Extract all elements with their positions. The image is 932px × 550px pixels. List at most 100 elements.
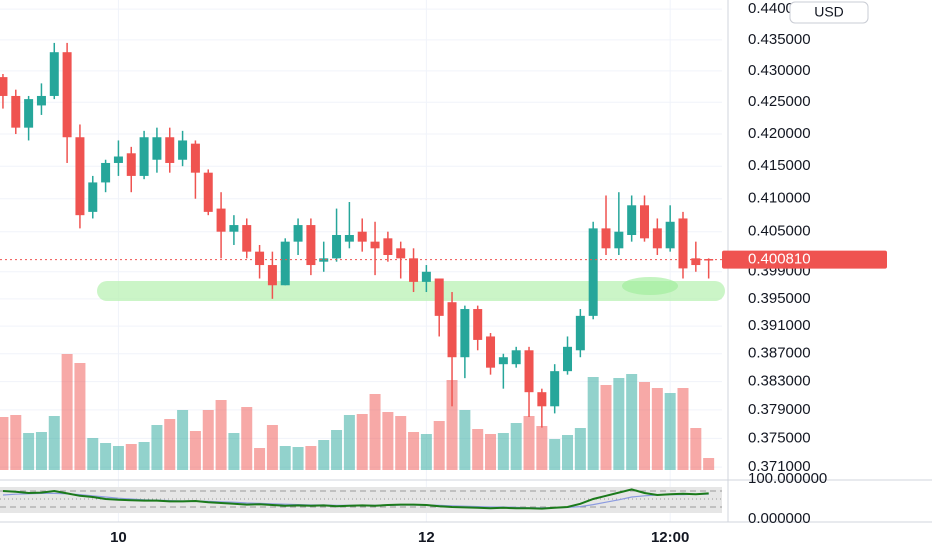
candle-body xyxy=(344,235,354,242)
y-tick-label: 0.415000 xyxy=(748,157,811,174)
y-tick-label: 0.420000 xyxy=(748,125,811,142)
currency-label[interactable]: USD xyxy=(814,4,844,20)
candle-body xyxy=(665,221,675,249)
volume-bar xyxy=(202,410,214,470)
last-price-box xyxy=(722,250,887,269)
candle-body xyxy=(652,228,662,249)
volume-bar xyxy=(189,431,201,470)
volume-bar xyxy=(266,425,278,470)
candle-body xyxy=(691,258,701,266)
x-tick-label: 12 xyxy=(418,529,435,546)
currency-button[interactable]: USD xyxy=(789,1,869,24)
volume-bar xyxy=(215,400,227,470)
candle-body xyxy=(550,371,560,407)
volume-bar xyxy=(87,438,99,470)
candle-body xyxy=(588,228,598,316)
candle-body xyxy=(537,392,547,407)
volume-bar xyxy=(536,426,548,470)
indicator-tick-label: 0.000000 xyxy=(748,510,811,527)
candle-body xyxy=(563,346,573,372)
volume-bar xyxy=(279,446,291,470)
candle-body xyxy=(383,238,393,255)
candle-body xyxy=(101,162,111,183)
volume-bar xyxy=(318,440,330,470)
candle-body xyxy=(24,99,34,128)
indicator-pane xyxy=(0,487,722,513)
volume-layer xyxy=(0,354,715,470)
volume-bar xyxy=(420,434,432,470)
volume-bar xyxy=(100,443,112,470)
candle-body xyxy=(306,225,316,266)
candle-body xyxy=(357,231,367,242)
volume-bar xyxy=(472,429,484,470)
candle-body xyxy=(473,309,483,340)
volume-bar xyxy=(23,433,35,470)
volume-bar xyxy=(382,412,394,470)
highlight-spot xyxy=(622,277,678,295)
volume-bar xyxy=(549,439,561,470)
volume-bar xyxy=(331,430,343,470)
volume-bar xyxy=(523,416,535,470)
volume-bar xyxy=(241,407,253,470)
volume-bar xyxy=(408,432,420,470)
volume-bar xyxy=(138,442,150,470)
candle-body xyxy=(293,225,303,242)
y-tick-label: 0.430000 xyxy=(748,62,811,79)
volume-bar xyxy=(343,415,355,470)
candle-body xyxy=(0,77,8,96)
y-tick-label: 0.375000 xyxy=(748,429,811,446)
candle-body xyxy=(255,251,265,266)
candle-body xyxy=(511,350,521,365)
volume-bar xyxy=(112,446,124,470)
candle-body xyxy=(601,228,611,249)
y-tick-label: 0.371000 xyxy=(748,458,811,475)
y-tick-label: 0.383000 xyxy=(748,373,811,390)
candle-body xyxy=(627,205,637,236)
y-tick-label: 0.425000 xyxy=(748,93,811,110)
candle-body xyxy=(486,336,496,368)
volume-bar xyxy=(10,415,22,470)
volume-bar xyxy=(485,434,497,470)
candle-body xyxy=(524,350,534,393)
currency-button-box[interactable] xyxy=(789,1,869,24)
y-tick-label: 0.391000 xyxy=(748,317,811,334)
volume-bar xyxy=(125,444,137,470)
volume-bar xyxy=(254,448,266,470)
volume-bar xyxy=(459,410,471,470)
volume-bar xyxy=(61,354,73,470)
volume-bar xyxy=(164,419,176,470)
candle-body xyxy=(203,172,213,212)
volume-bar xyxy=(664,393,676,470)
candle-body xyxy=(409,258,419,282)
candle-body xyxy=(332,235,342,259)
candle-body xyxy=(447,302,457,358)
candle-body xyxy=(229,225,239,232)
x-tick-label: 12:00 xyxy=(651,529,689,546)
candle-body xyxy=(280,241,290,286)
candle-body xyxy=(319,258,329,262)
last-price-label: 0.400810 xyxy=(748,251,811,268)
volume-bar xyxy=(292,447,304,470)
candle-body xyxy=(614,231,624,249)
volume-bar xyxy=(433,421,445,470)
candle-body xyxy=(178,140,188,160)
volume-bar xyxy=(395,416,407,470)
y-tick-label: 0.395000 xyxy=(748,290,811,307)
candle-body xyxy=(704,259,714,261)
volume-bar xyxy=(677,388,689,470)
candle-body xyxy=(75,137,85,216)
y-tick-label: 0.379000 xyxy=(748,401,811,418)
volume-bar xyxy=(600,385,612,470)
candle-body xyxy=(62,52,72,138)
volume-bar xyxy=(369,394,381,470)
candles-layer xyxy=(0,42,722,428)
candle-body xyxy=(421,271,431,282)
volume-bar xyxy=(574,428,586,470)
volume-bar xyxy=(356,414,368,470)
candle-body xyxy=(396,248,406,259)
x-tick-label: 10 xyxy=(110,529,127,546)
volume-bar xyxy=(613,378,625,470)
candle-body xyxy=(36,95,46,106)
candle-body xyxy=(678,218,688,269)
